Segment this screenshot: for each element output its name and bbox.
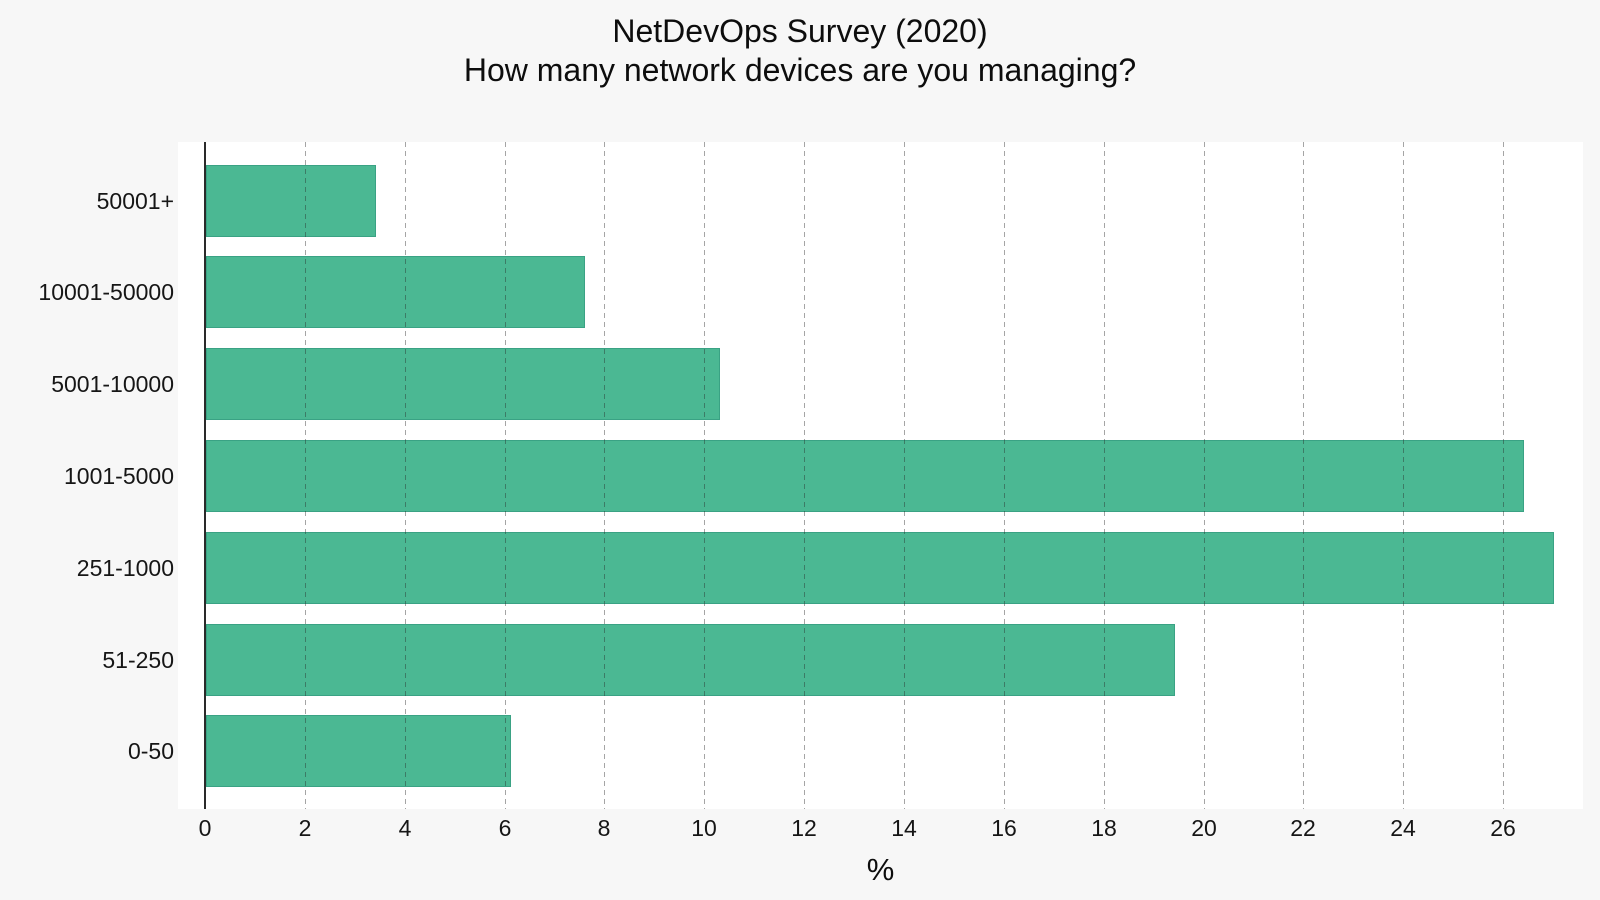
x-tick-label-6: 6 <box>498 815 512 841</box>
y-tick-label-251-1000: 251-1000 <box>76 554 174 581</box>
gridline-x-6 <box>505 142 506 809</box>
gridline-x-14 <box>904 142 905 809</box>
x-axis-label: % <box>866 852 895 887</box>
bar-10001-50000 <box>206 256 585 329</box>
chart-title-line-2: How many network devices are you managin… <box>463 52 1137 88</box>
x-tick-label-16: 16 <box>991 815 1017 841</box>
gridline-x-16 <box>1004 142 1005 809</box>
gridline-x-4 <box>405 142 406 809</box>
x-tick-label-8: 8 <box>597 815 611 841</box>
x-tick-label-2: 2 <box>298 815 312 841</box>
gridline-x-12 <box>804 142 805 809</box>
y-tick-label-50001+: 50001+ <box>96 187 174 214</box>
gridline-x-20 <box>1204 142 1205 809</box>
gridline-x-26 <box>1503 142 1504 809</box>
bar-51-250 <box>206 623 1175 696</box>
x-tick-label-26: 26 <box>1490 815 1516 841</box>
bar-0-50 <box>206 715 511 788</box>
gridline-x-24 <box>1403 142 1404 809</box>
gridline-x-2 <box>305 142 306 809</box>
x-tick-label-0: 0 <box>198 815 212 841</box>
x-tick-label-20: 20 <box>1191 815 1217 841</box>
y-tick-label-1001-5000: 1001-5000 <box>64 462 174 489</box>
y-tick-label-10001-50000: 10001-50000 <box>38 279 174 306</box>
gridline-x-18 <box>1104 142 1105 809</box>
chart-title-line-1: NetDevOps Survey (2020) <box>612 13 988 49</box>
y-tick-label-51-250: 51-250 <box>102 646 174 673</box>
gridline-x-22 <box>1303 142 1304 809</box>
x-tick-label-10: 10 <box>691 815 717 841</box>
y-axis-spine <box>204 142 206 809</box>
x-tick-label-12: 12 <box>791 815 817 841</box>
y-tick-label-0-50: 0-50 <box>127 738 174 765</box>
bar-251-1000 <box>206 531 1554 604</box>
chart-title: NetDevOps Survey (2020) How many network… <box>0 12 1600 90</box>
x-tick-label-4: 4 <box>398 815 412 841</box>
x-tick-label-18: 18 <box>1091 815 1117 841</box>
gridline-x-8 <box>604 142 605 809</box>
x-tick-label-24: 24 <box>1390 815 1416 841</box>
x-tick-label-22: 22 <box>1290 815 1316 841</box>
x-tick-label-14: 14 <box>891 815 917 841</box>
bar-5001-10000 <box>206 348 720 421</box>
gridline-x-10 <box>704 142 705 809</box>
bar-1001-5000 <box>206 439 1524 512</box>
bar-50001+ <box>206 164 376 237</box>
y-tick-label-5001-10000: 5001-10000 <box>51 371 174 398</box>
